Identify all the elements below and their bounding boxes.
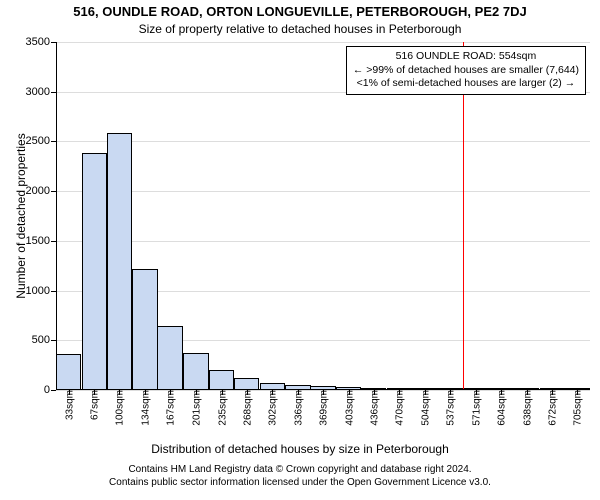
histogram-bar [209,370,234,390]
y-tick-label: 500 [32,334,56,346]
gridline [56,141,590,142]
page-title: 516, OUNDLE ROAD, ORTON LONGUEVILLE, PET… [0,4,600,19]
x-tick-label: 134sqm [139,390,152,426]
x-axis-line [56,389,590,390]
x-tick-label: 436sqm [367,390,380,426]
y-tick-label: 0 [44,384,56,396]
x-tick-label: 638sqm [520,390,533,426]
y-tick-label: 3000 [26,86,56,98]
y-tick-label: 3500 [26,36,56,48]
histogram-bar [132,269,157,390]
x-tick-label: 604sqm [494,390,507,426]
y-tick-label: 2000 [26,185,56,197]
x-tick-label: 67sqm [88,390,101,420]
x-tick-label: 167sqm [164,390,177,426]
x-tick-label: 672sqm [546,390,559,426]
y-tick-label: 2500 [26,135,56,147]
y-axis-label: Number of detached properties [14,42,28,390]
x-tick-label: 235sqm [215,390,228,426]
x-tick-label: 369sqm [317,390,330,426]
x-tick-label: 336sqm [292,390,305,426]
footer: Contains HM Land Registry data © Crown c… [0,464,600,489]
y-axis-line [56,42,57,390]
x-tick-label: 201sqm [189,390,202,426]
x-tick-label: 100sqm [113,390,126,426]
histogram-bar [107,133,132,390]
annotation-line: <1% of semi-detached houses are larger (… [353,77,579,91]
chart-page: 516, OUNDLE ROAD, ORTON LONGUEVILLE, PET… [0,0,600,500]
x-tick-label: 504sqm [419,390,432,426]
x-tick-label: 537sqm [444,390,457,426]
histogram-bar [183,353,208,390]
page-subtitle: Size of property relative to detached ho… [0,22,600,36]
y-tick-label: 1500 [26,235,56,247]
x-tick-label: 33sqm [62,390,75,420]
annotation-line: 516 OUNDLE ROAD: 554sqm [353,50,579,64]
x-tick-label: 571sqm [469,390,482,426]
histogram-bar [82,153,107,390]
y-tick-label: 1000 [26,285,56,297]
x-tick-label: 302sqm [266,390,279,426]
footer-line-2: Contains public sector information licen… [0,477,600,490]
x-tick-label: 268sqm [240,390,253,426]
x-axis-label: Distribution of detached houses by size … [0,442,600,456]
x-tick-label: 403sqm [342,390,355,426]
histogram-bar [157,326,182,390]
gridline [56,42,590,43]
gridline [56,241,590,242]
histogram-bar [56,354,81,390]
x-tick-label: 470sqm [393,390,406,426]
annotation-line: ← >99% of detached houses are smaller (7… [353,64,579,78]
plot-area: 050010001500200025003000350033sqm67sqm10… [56,42,590,390]
footer-line-1: Contains HM Land Registry data © Crown c… [0,464,600,477]
gridline [56,191,590,192]
annotation-box: 516 OUNDLE ROAD: 554sqm← >99% of detache… [346,46,586,95]
x-tick-label: 705sqm [571,390,584,426]
